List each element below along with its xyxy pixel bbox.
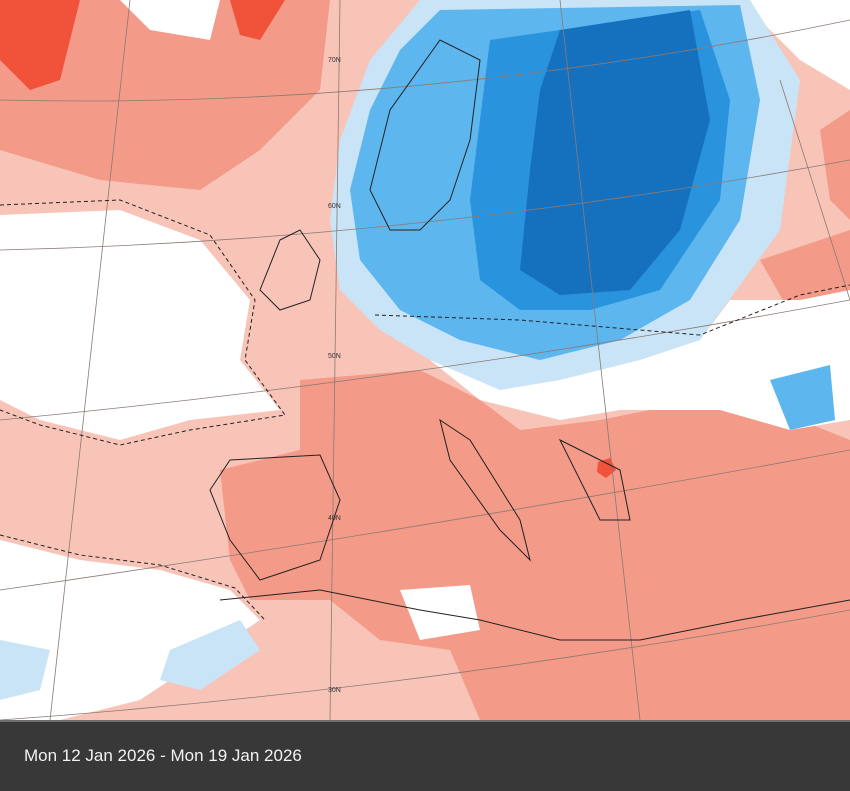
caption-bar: Mon 12 Jan 2026 - Mon 19 Jan 2026 — [0, 720, 850, 791]
slight-cold-area-africa — [160, 620, 260, 690]
coastlines — [209, 39, 850, 641]
svg-text:30N: 30N — [328, 687, 341, 694]
strong-warm-area — [230, 0, 285, 40]
zero-contours — [0, 199, 850, 621]
date-range: Mon 12 Jan 2026 - Mon 19 Jan 2026 — [24, 746, 302, 765]
svg-text:70N: 70N — [328, 57, 341, 64]
svg-text:50N: 50N — [328, 353, 341, 360]
anomaly-map: 70N 60N 50N 40N 30N — [0, 0, 850, 720]
neutral-areas — [0, 0, 850, 720]
slight-cold-area-atlantic — [0, 640, 50, 700]
graticule — [0, 0, 850, 720]
cold-area-east — [770, 365, 835, 430]
svg-text:40N: 40N — [328, 515, 341, 522]
svg-text:60N: 60N — [328, 203, 341, 210]
very-strong-cold-area — [520, 10, 710, 295]
latitude-labels: 70N 60N 50N 40N 30N — [328, 57, 341, 694]
warm-anomaly-areas — [0, 0, 850, 720]
strong-warm-greenland — [0, 0, 80, 90]
